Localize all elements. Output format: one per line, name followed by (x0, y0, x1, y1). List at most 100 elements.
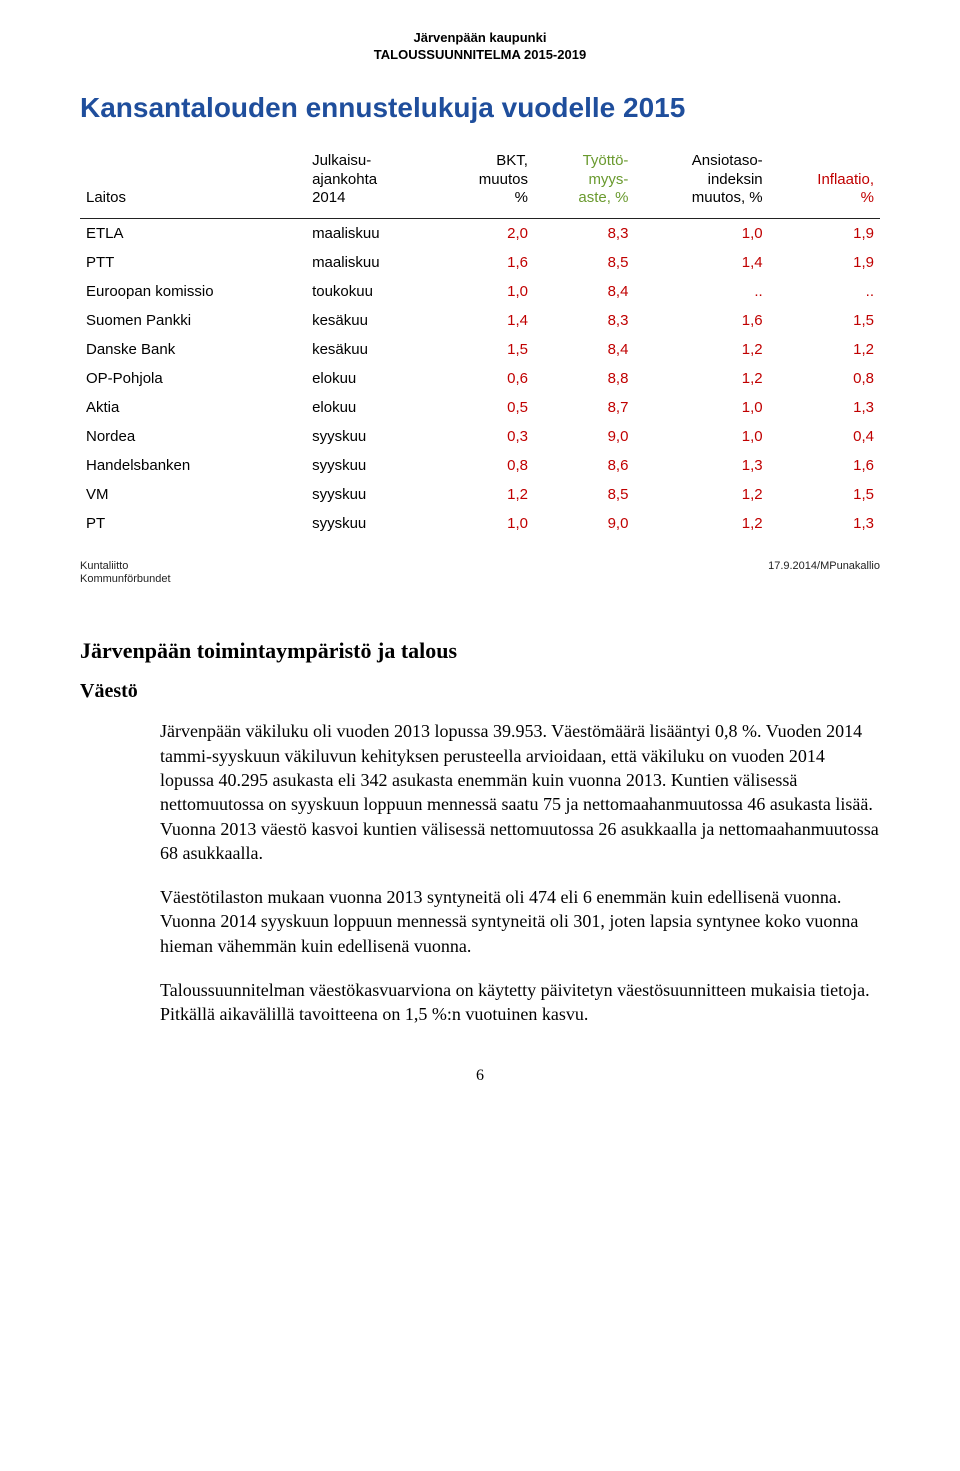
column-header: Julkaisu-ajankohta2014 (306, 148, 435, 219)
cell-bkt: 0,5 (435, 393, 534, 422)
cell-ajankohta: syyskuu (306, 422, 435, 451)
cell-bkt: 1,5 (435, 335, 534, 364)
cell-infl: 1,5 (769, 480, 880, 509)
doc-header-line2: TALOUSSUUNNITELMA 2015-2019 (80, 47, 880, 64)
cell-infl: 1,9 (769, 219, 880, 249)
cell-tyott: 8,5 (534, 248, 634, 277)
cell-bkt: 0,6 (435, 364, 534, 393)
cell-infl: 1,6 (769, 451, 880, 480)
column-header: Laitos (80, 148, 306, 219)
body-paragraph: Taloussuunnitelman väestökasvuarviona on… (160, 978, 880, 1027)
cell-laitos: Handelsbanken (80, 451, 306, 480)
table-row: Suomen Pankkikesäkuu1,48,31,61,5 (80, 306, 880, 335)
cell-ansio: 1,2 (634, 509, 768, 538)
cell-bkt: 0,3 (435, 422, 534, 451)
cell-ajankohta: kesäkuu (306, 335, 435, 364)
cell-ajankohta: elokuu (306, 393, 435, 422)
footer-left: Kuntaliitto Kommunförbundet (80, 560, 171, 586)
cell-ajankohta: maaliskuu (306, 248, 435, 277)
cell-ansio: 1,3 (634, 451, 768, 480)
cell-laitos: PT (80, 509, 306, 538)
cell-ajankohta: syyskuu (306, 509, 435, 538)
cell-ansio: .. (634, 277, 768, 306)
cell-bkt: 1,0 (435, 509, 534, 538)
cell-infl: 0,4 (769, 422, 880, 451)
cell-ajankohta: elokuu (306, 364, 435, 393)
cell-laitos: OP-Pohjola (80, 364, 306, 393)
table-row: Nordeasyyskuu0,39,01,00,4 (80, 422, 880, 451)
sub-heading: Väestö (80, 680, 880, 703)
cell-tyott: 9,0 (534, 422, 634, 451)
section-heading: Järvenpään toimintaympäristö ja talous (80, 638, 880, 664)
cell-ansio: 1,4 (634, 248, 768, 277)
forecast-table: LaitosJulkaisu-ajankohta2014BKT,muutos%T… (80, 148, 880, 538)
cell-laitos: ETLA (80, 219, 306, 249)
footer-org-1: Kuntaliitto (80, 560, 171, 573)
column-header: Inflaatio,% (769, 148, 880, 219)
table-row: Danske Bankkesäkuu1,58,41,21,2 (80, 335, 880, 364)
slide-footer: Kuntaliitto Kommunförbundet 17.9.2014/MP… (80, 560, 880, 586)
cell-tyott: 8,6 (534, 451, 634, 480)
column-header: Ansiotaso-indeksinmuutos, % (634, 148, 768, 219)
cell-bkt: 1,6 (435, 248, 534, 277)
cell-ansio: 1,2 (634, 364, 768, 393)
document-header: Järvenpään kaupunki TALOUSSUUNNITELMA 20… (80, 30, 880, 64)
cell-laitos: Nordea (80, 422, 306, 451)
cell-ajankohta: syyskuu (306, 451, 435, 480)
page-number: 6 (80, 1067, 880, 1085)
table-row: PTTmaaliskuu1,68,51,41,9 (80, 248, 880, 277)
table-row: ETLAmaaliskuu2,08,31,01,9 (80, 219, 880, 249)
cell-tyott: 8,4 (534, 277, 634, 306)
cell-tyott: 9,0 (534, 509, 634, 538)
body-paragraph: Järvenpään väkiluku oli vuoden 2013 lopu… (160, 719, 880, 865)
cell-infl: 1,3 (769, 509, 880, 538)
column-header: Työttö-myys-aste, % (534, 148, 634, 219)
cell-infl: 1,9 (769, 248, 880, 277)
cell-laitos: PTT (80, 248, 306, 277)
cell-laitos: Euroopan komissio (80, 277, 306, 306)
table-row: Aktiaelokuu0,58,71,01,3 (80, 393, 880, 422)
cell-infl: .. (769, 277, 880, 306)
cell-tyott: 8,3 (534, 306, 634, 335)
cell-laitos: Danske Bank (80, 335, 306, 364)
cell-infl: 1,5 (769, 306, 880, 335)
doc-header-line1: Järvenpään kaupunki (80, 30, 880, 47)
cell-bkt: 1,0 (435, 277, 534, 306)
body-text-block: Järvenpään väkiluku oli vuoden 2013 lopu… (160, 719, 880, 1026)
cell-laitos: VM (80, 480, 306, 509)
table-row: PTsyyskuu1,09,01,21,3 (80, 509, 880, 538)
cell-bkt: 0,8 (435, 451, 534, 480)
cell-infl: 0,8 (769, 364, 880, 393)
cell-bkt: 1,2 (435, 480, 534, 509)
footer-right: 17.9.2014/MPunakallio (768, 560, 880, 586)
slide-title: Kansantalouden ennustelukuja vuodelle 20… (80, 92, 880, 124)
footer-org-2: Kommunförbundet (80, 573, 171, 586)
cell-ansio: 1,0 (634, 422, 768, 451)
table-header: LaitosJulkaisu-ajankohta2014BKT,muutos%T… (80, 148, 880, 219)
cell-tyott: 8,4 (534, 335, 634, 364)
cell-tyott: 8,7 (534, 393, 634, 422)
cell-laitos: Aktia (80, 393, 306, 422)
cell-ajankohta: syyskuu (306, 480, 435, 509)
cell-tyott: 8,8 (534, 364, 634, 393)
body-paragraph: Väestötilaston mukaan vuonna 2013 syntyn… (160, 885, 880, 958)
cell-infl: 1,2 (769, 335, 880, 364)
cell-laitos: Suomen Pankki (80, 306, 306, 335)
cell-ajankohta: toukokuu (306, 277, 435, 306)
table-row: VMsyyskuu1,28,51,21,5 (80, 480, 880, 509)
cell-ajankohta: kesäkuu (306, 306, 435, 335)
cell-infl: 1,3 (769, 393, 880, 422)
table-body: ETLAmaaliskuu2,08,31,01,9PTTmaaliskuu1,6… (80, 219, 880, 539)
cell-bkt: 2,0 (435, 219, 534, 249)
table-row: Euroopan komissiotoukokuu1,08,4.... (80, 277, 880, 306)
cell-bkt: 1,4 (435, 306, 534, 335)
cell-ansio: 1,0 (634, 393, 768, 422)
cell-ansio: 1,6 (634, 306, 768, 335)
cell-ansio: 1,2 (634, 335, 768, 364)
table-row: OP-Pohjolaelokuu0,68,81,20,8 (80, 364, 880, 393)
column-header: BKT,muutos% (435, 148, 534, 219)
table-row: Handelsbankensyyskuu0,88,61,31,6 (80, 451, 880, 480)
cell-ajankohta: maaliskuu (306, 219, 435, 249)
cell-ansio: 1,0 (634, 219, 768, 249)
cell-tyott: 8,3 (534, 219, 634, 249)
